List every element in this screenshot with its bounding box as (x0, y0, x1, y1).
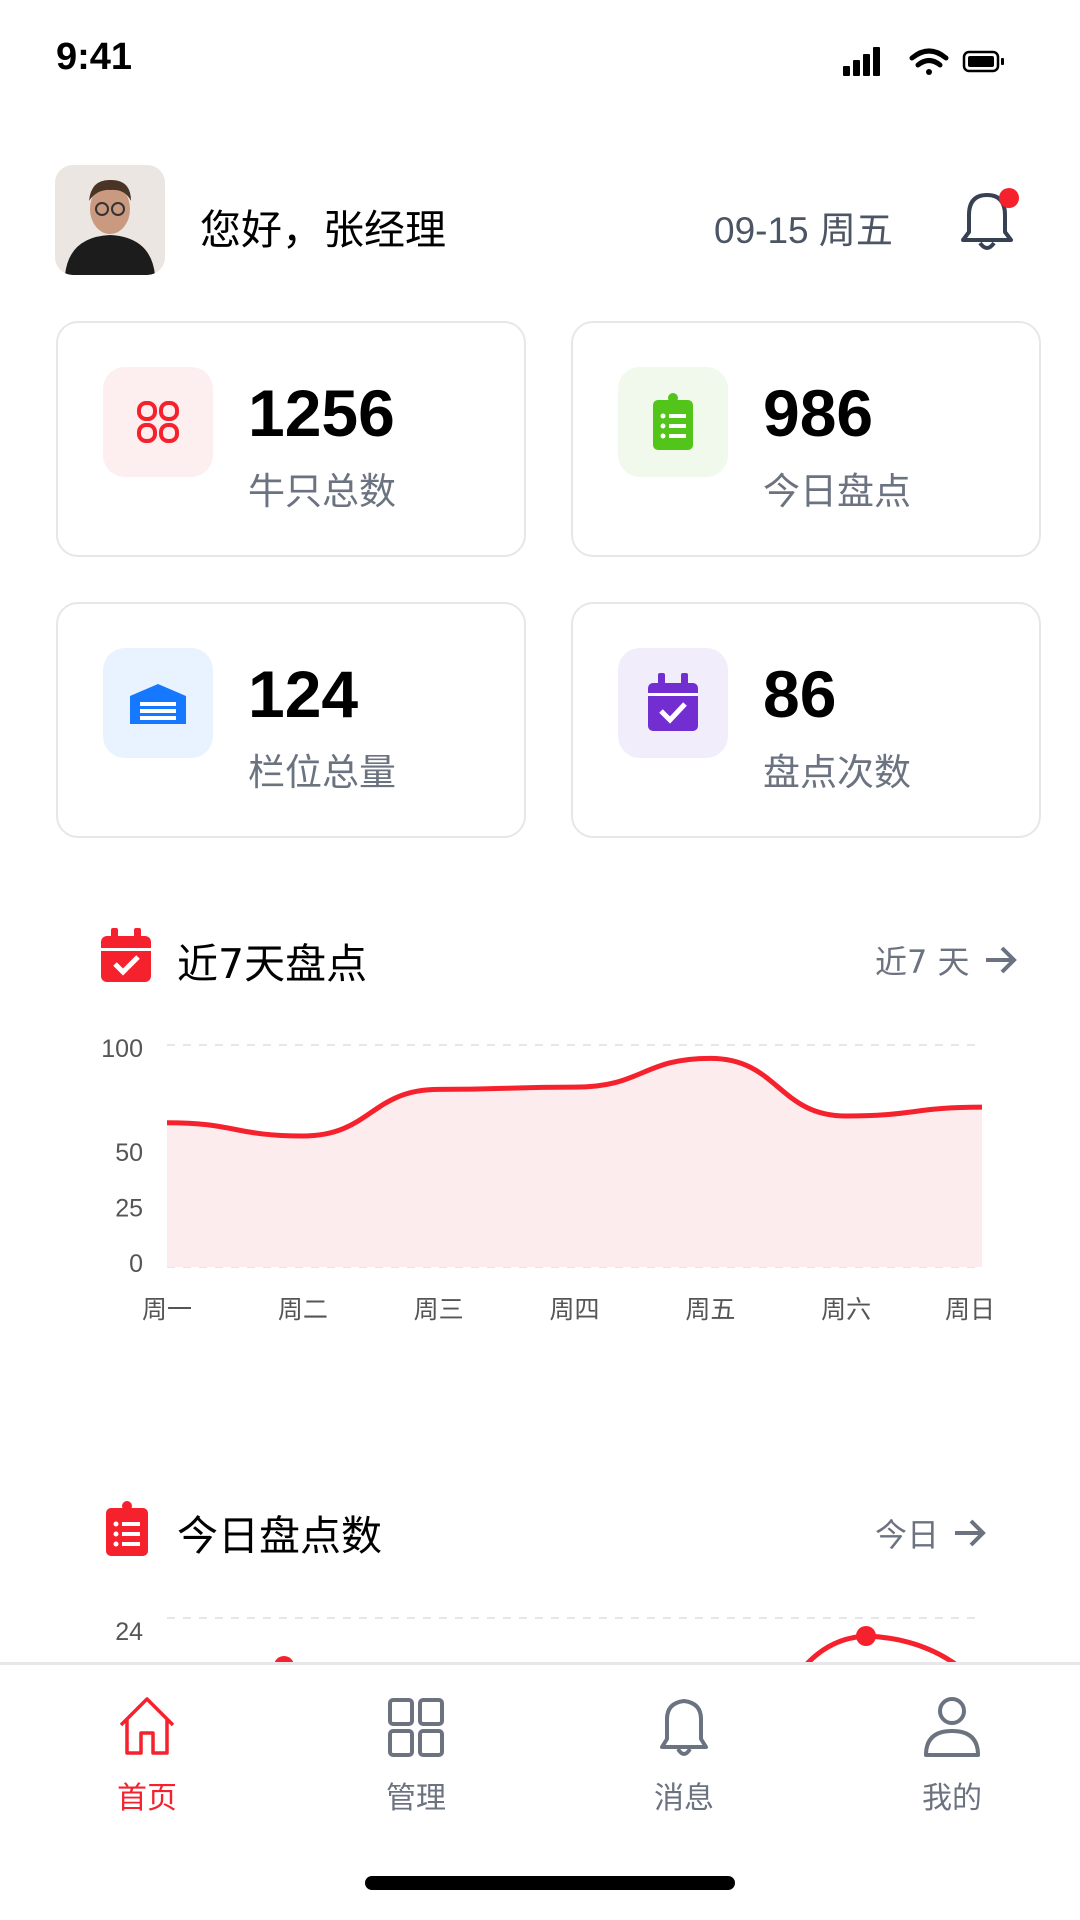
y-tick-label: 0 (129, 1250, 143, 1278)
date-label: 09-15 周五 (714, 210, 893, 251)
week-chart: 0 25 50 100 周一 周二 周三 周四 周五 周六 周日 (101, 1035, 995, 1324)
stat-card-today-count[interactable]: 986 今日盘点 (571, 321, 1041, 557)
clipboard-list-icon (106, 1501, 148, 1556)
stat-label: 今日盘点 (763, 470, 911, 513)
status-icons (843, 47, 1004, 76)
stat-value: 986 (763, 376, 874, 450)
y-tick-label: 24 (115, 1618, 143, 1646)
tab-bell[interactable]: 消息 (584, 1695, 784, 1817)
x-tick-label: 周日 (945, 1295, 995, 1324)
series-line (166, 1055, 983, 1139)
stat-label: 盘点次数 (763, 751, 911, 794)
grid-icon (316, 1695, 516, 1763)
home-icon (47, 1695, 247, 1763)
tab-label: 管理 (386, 1781, 446, 1816)
stat-label: 牛只总数 (248, 470, 396, 513)
area-fill (167, 1058, 982, 1267)
series-line (803, 1633, 960, 1664)
x-tick-label: 周六 (821, 1295, 871, 1324)
calendar-check-icon (618, 648, 728, 758)
grid-icon (103, 367, 213, 477)
stat-card-count-times[interactable]: 86 盘点次数 (571, 602, 1041, 838)
week-link-label: 近7 天 (875, 943, 970, 981)
x-tick-label: 周一 (142, 1295, 192, 1324)
warehouse-icon (103, 648, 213, 758)
clipboard-list-icon (618, 367, 728, 477)
tab-user[interactable]: 我的 (852, 1695, 1052, 1817)
user-icon (852, 1695, 1052, 1763)
wifi-icon (909, 48, 949, 75)
stat-card-cattle-total[interactable]: 1256 牛只总数 (56, 321, 526, 557)
calendar-check-icon (101, 928, 151, 982)
x-tick-label: 周四 (549, 1295, 599, 1324)
y-tick-label: 50 (115, 1139, 143, 1167)
y-tick-label: 25 (115, 1195, 143, 1223)
bell-icon (584, 1695, 784, 1763)
bell-icon (961, 188, 1019, 250)
week-link[interactable]: 近7 天 (875, 937, 1018, 983)
battery-icon (962, 50, 1004, 73)
today-link-label: 今日 (875, 1516, 940, 1554)
stat-card-pen-total[interactable]: 124 栏位总量 (56, 602, 526, 838)
x-tick-label: 周三 (414, 1295, 464, 1324)
x-tick-label: 周二 (278, 1295, 328, 1324)
stat-value: 124 (248, 657, 359, 731)
bottom-nav: 首页 管理 消息 我的 (0, 1662, 1080, 1920)
arrow-right-icon (985, 946, 1017, 974)
notification-button[interactable] (955, 185, 1021, 259)
today-chart: 24 (115, 1617, 982, 1664)
home-indicator (365, 1876, 735, 1890)
tab-home[interactable]: 首页 (47, 1695, 247, 1817)
stat-label: 栏位总量 (248, 751, 396, 794)
signal-icon (843, 47, 880, 76)
section-title-week: 近7天盘点 (177, 940, 368, 988)
avatar-photo (55, 165, 165, 275)
data-point (856, 1626, 876, 1646)
section-title-today: 今日盘点数 (177, 1512, 382, 1560)
today-link[interactable]: 今日 (875, 1510, 987, 1556)
stat-value: 86 (763, 657, 837, 731)
notification-dot (999, 188, 1019, 208)
arrow-right-icon (955, 1519, 986, 1547)
avatar[interactable] (55, 165, 165, 275)
tab-label: 我的 (922, 1781, 982, 1816)
y-tick-label: 100 (101, 1035, 143, 1063)
tab-label: 首页 (117, 1781, 177, 1816)
status-time: 9:41 (56, 36, 133, 78)
tab-grid[interactable]: 管理 (316, 1695, 516, 1817)
x-tick-label: 周五 (685, 1295, 735, 1324)
greeting: 您好，张经理 (200, 206, 446, 254)
stat-value: 1256 (248, 376, 395, 450)
tab-label: 消息 (654, 1781, 714, 1816)
